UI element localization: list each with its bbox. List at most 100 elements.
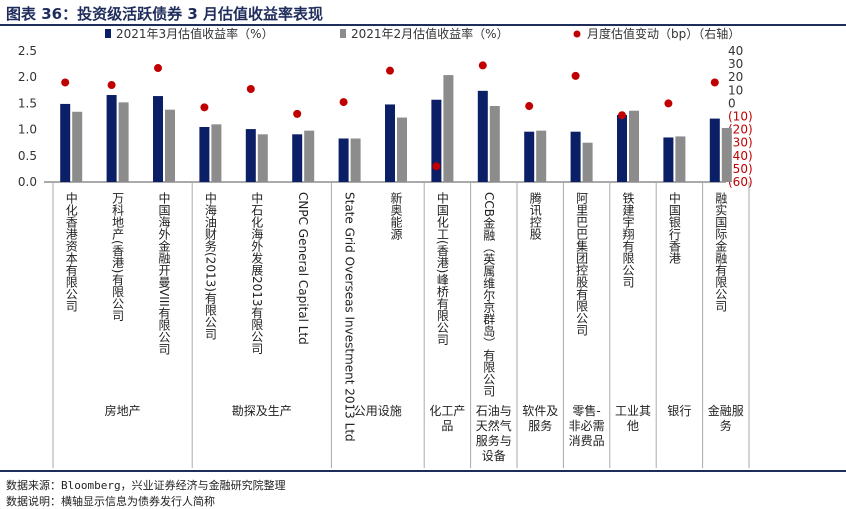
- category-label-9: CCB金融（英属维尔京群岛）有限公司: [482, 192, 496, 397]
- group-label-8: 银行: [667, 404, 691, 418]
- legend-swatch-bp: [573, 30, 581, 38]
- legend-label-mar: 2021年3月估值收益率（%）: [116, 26, 274, 41]
- bp-dot-2: [154, 64, 162, 73]
- bp-dot-14: [710, 78, 719, 87]
- bar-mar-12: [617, 114, 627, 182]
- bar-feb-13: [675, 136, 686, 182]
- category-label-12: 铁建宇翔有限公司: [621, 192, 635, 288]
- group-label-3: 化工产: [429, 404, 465, 418]
- y2-tick-label: (40): [728, 149, 753, 163]
- bar-feb-5: [304, 130, 315, 182]
- bar-feb-14: [721, 128, 732, 182]
- y2-tick-label: (10): [728, 110, 753, 124]
- category-label-2: 中国海外金融开曼VIII有限公司: [157, 191, 171, 355]
- bar-feb-1: [118, 102, 129, 182]
- bar-feb-2: [165, 109, 175, 182]
- data-note: 数据说明：横轴显示信息为债券发行人简称: [6, 495, 215, 508]
- group-label-4: 天然气: [476, 418, 512, 433]
- bar-feb-11: [582, 142, 593, 182]
- bar-mar-2: [153, 96, 163, 182]
- y2-tick-label: 10: [728, 83, 743, 97]
- bp-dot-10: [525, 102, 534, 111]
- bar-feb-0: [72, 111, 83, 182]
- bp-dot-3: [200, 103, 209, 112]
- bp-dot-12: [618, 111, 626, 120]
- group-label-2: 公用设施: [354, 404, 402, 418]
- bp-dot-11: [571, 71, 580, 80]
- y-tick-label: 2.0: [18, 70, 37, 84]
- footer: 数据来源：Bloomberg，兴业证券经济与金融研究院整理 数据说明：横轴显示信…: [0, 470, 846, 509]
- bp-dot-9: [478, 61, 487, 70]
- group-label-6: 消费品: [569, 434, 605, 448]
- bp-dot-6: [339, 98, 348, 107]
- category-label-8: 中国化工(香港)峰桥有限公司: [435, 191, 449, 346]
- bar-mar-0: [60, 103, 71, 182]
- group-label-7: 工业其: [615, 404, 651, 418]
- group-label-1: 勘探及生产: [232, 404, 292, 418]
- category-label-14: 融实国际金融有限公司: [714, 192, 728, 312]
- bar-mar-14: [709, 118, 720, 182]
- bar-mar-4: [245, 129, 256, 182]
- y2-tick-label: 30: [728, 57, 743, 71]
- y-tick-label: 0.0: [18, 175, 37, 189]
- category-label-10: 腾讯控股: [528, 191, 542, 241]
- legend-swatch-mar: [105, 29, 111, 38]
- bp-dot-8: [432, 162, 441, 171]
- category-label-1: 万科地产(香港)有限公司: [111, 192, 125, 321]
- y2-tick-label: (30): [728, 136, 753, 150]
- legend-label-bp: 月度估值变动（bp）（右轴）: [587, 26, 740, 41]
- group-label-4: 服务与: [476, 433, 512, 448]
- category-label-4: 中石化海外发展2013有限公司: [250, 191, 264, 355]
- y2-tick-label: (20): [728, 123, 753, 137]
- bar-feb-6: [350, 138, 361, 182]
- y2-tick-label: (60): [728, 175, 753, 189]
- bar-mar-11: [570, 131, 581, 182]
- title-bar: 图表 36：投资级活跃债券 3 月估值收益率表现: [0, 0, 846, 26]
- y2-tick-label: (50): [728, 162, 753, 176]
- y2-tick-label: 40: [728, 44, 743, 58]
- y2-tick-label: 20: [728, 70, 743, 84]
- bar-mar-13: [663, 137, 674, 182]
- bp-dot-1: [107, 81, 116, 90]
- figure-title: 图表 36：投资级活跃债券 3 月估值收益率表现: [6, 5, 323, 23]
- bar-mar-7: [385, 104, 395, 182]
- y-tick-label: 0.5: [18, 149, 37, 163]
- category-label-11: 阿里巴巴集团控股有限公司: [575, 192, 589, 336]
- category-label-7: 新奥能源: [389, 191, 403, 241]
- bp-dot-7: [386, 66, 394, 75]
- bar-feb-10: [536, 130, 547, 182]
- y2-tick-label: 0: [728, 96, 736, 110]
- yield-chart: 0.00.51.01.52.02.5 403020100(10)(20)(30)(…: [18, 26, 753, 468]
- legend-label-feb: 2021年2月估值收益率（%）: [351, 26, 509, 41]
- group-label-4: 设备: [482, 449, 506, 463]
- group-label-5: 服务: [528, 418, 552, 433]
- y-tick-label: 1.5: [18, 96, 37, 110]
- bar-feb-9: [489, 106, 500, 182]
- bar-mar-1: [106, 95, 117, 182]
- group-label-4: 石油与: [476, 404, 512, 418]
- bar-feb-8: [443, 75, 454, 182]
- group-label-7: 他: [627, 419, 639, 433]
- legend-swatch-feb: [340, 29, 346, 38]
- group-label-9: 务: [720, 418, 732, 433]
- bp-dot-0: [61, 78, 70, 87]
- bp-dot-5: [293, 109, 302, 118]
- bp-dot-13: [664, 99, 673, 108]
- category-label-13: 中国银行香港: [667, 191, 681, 264]
- category-label-5: CNPC General Capital Ltd: [296, 192, 310, 345]
- bar-feb-7: [397, 117, 407, 182]
- group-label-6: 非必需: [569, 419, 605, 433]
- group-label-0: 房地产: [105, 403, 141, 418]
- category-label-0: 中化香港资本有限公司: [64, 191, 78, 312]
- source-note: 数据来源：Bloomberg，兴业证券经济与金融研究院整理: [6, 479, 286, 492]
- group-label-6: 零售-: [572, 403, 600, 418]
- category-label-6: State Grid Overseas Investment 2013 Ltd: [343, 192, 357, 442]
- bar-mar-8: [431, 99, 442, 182]
- group-label-9: 金融服: [708, 403, 744, 418]
- group-label-3: 品: [441, 419, 453, 433]
- bar-mar-3: [199, 126, 210, 182]
- y-tick-label: 1.0: [18, 123, 37, 137]
- bar-mar-10: [524, 131, 535, 182]
- bar-feb-3: [211, 124, 222, 182]
- bar-mar-5: [292, 134, 303, 182]
